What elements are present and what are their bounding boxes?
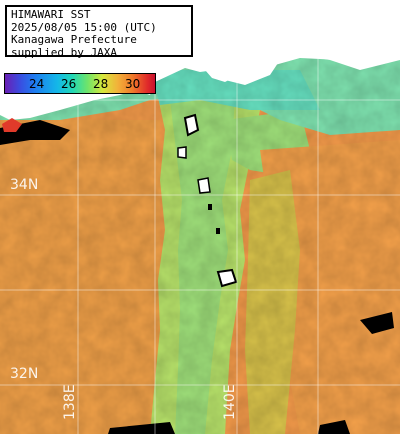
- scale-tick-26: 26: [61, 77, 77, 91]
- scale-tick-28: 28: [93, 77, 109, 91]
- no-data-patch-south: [108, 422, 175, 434]
- land-miura-peninsula: [205, 55, 240, 82]
- info-title: HIMAWARI SST: [11, 8, 91, 21]
- lon-label-138e: 138E: [62, 384, 78, 420]
- island-toshima: [177, 146, 187, 159]
- info-credit: supplied by JAXA: [11, 45, 117, 59]
- lat-label-32n: 32N: [10, 366, 39, 382]
- land-boso-tip: [260, 0, 400, 65]
- info-region: Kanagawa Prefecture: [11, 33, 137, 46]
- red-hotspot: [2, 118, 22, 132]
- lon-label-140e: 140E: [222, 384, 238, 420]
- no-data-patch-east: [360, 312, 394, 334]
- no-data-patch-southeast: [318, 420, 350, 434]
- island-niijima: [197, 177, 211, 194]
- island-small: [216, 228, 220, 234]
- island-oshima: [183, 113, 200, 137]
- scale-tick-30: 30: [125, 77, 141, 91]
- info-panel: HIMAWARI SST 2025/08/05 15:00 (UTC) Kana…: [5, 5, 193, 59]
- island-mikura: [208, 204, 212, 210]
- island-miyake: [216, 268, 238, 288]
- lat-label-34n: 34N: [10, 177, 39, 193]
- color-scale-bar: 24 26 28 30: [4, 73, 156, 94]
- scale-tick-24: 24: [29, 77, 45, 91]
- info-timestamp: 2025/08/05 15:00 (UTC): [11, 20, 157, 34]
